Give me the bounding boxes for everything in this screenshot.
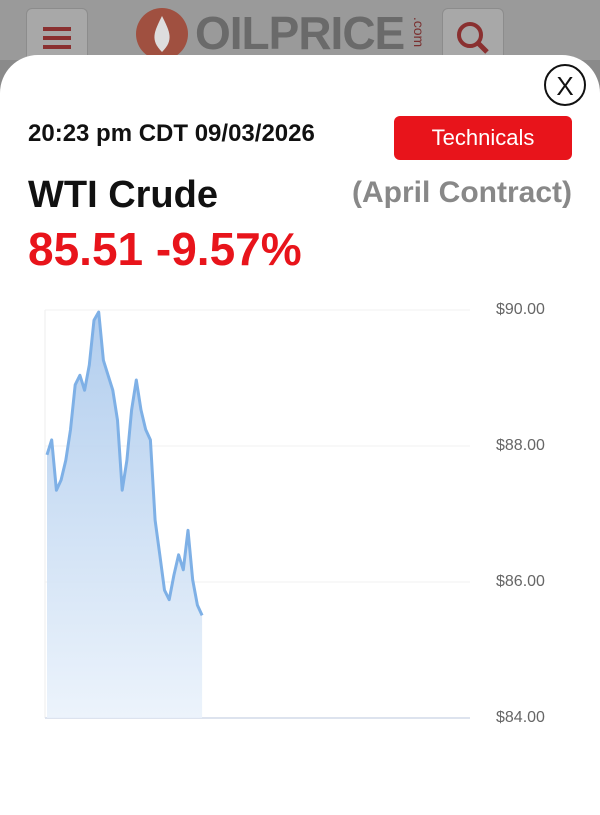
y-tick-label: $90.00 (496, 301, 545, 318)
contract: (April Contract) (352, 176, 572, 209)
change: -9.57% (155, 223, 302, 275)
logo-icon (136, 8, 188, 60)
logo: OILPRICE (195, 7, 405, 59)
y-tick-label: $84.00 (496, 709, 545, 726)
technicals-button[interactable]: Technicals (394, 116, 572, 160)
price: 85.51 (28, 223, 144, 275)
price-line: 85.51 -9.57% (28, 222, 302, 276)
y-tick-label: $88.00 (496, 437, 545, 454)
timestamp: 20:23 pm CDT 09/03/2026 (28, 120, 315, 147)
price-line (45, 310, 204, 616)
y-tick-label: $86.00 (496, 573, 545, 590)
close-button[interactable]: X (544, 64, 586, 106)
instrument: WTI Crude (28, 174, 218, 216)
menu-icon (43, 27, 71, 49)
search-icon (457, 22, 489, 54)
price-area (47, 312, 203, 718)
